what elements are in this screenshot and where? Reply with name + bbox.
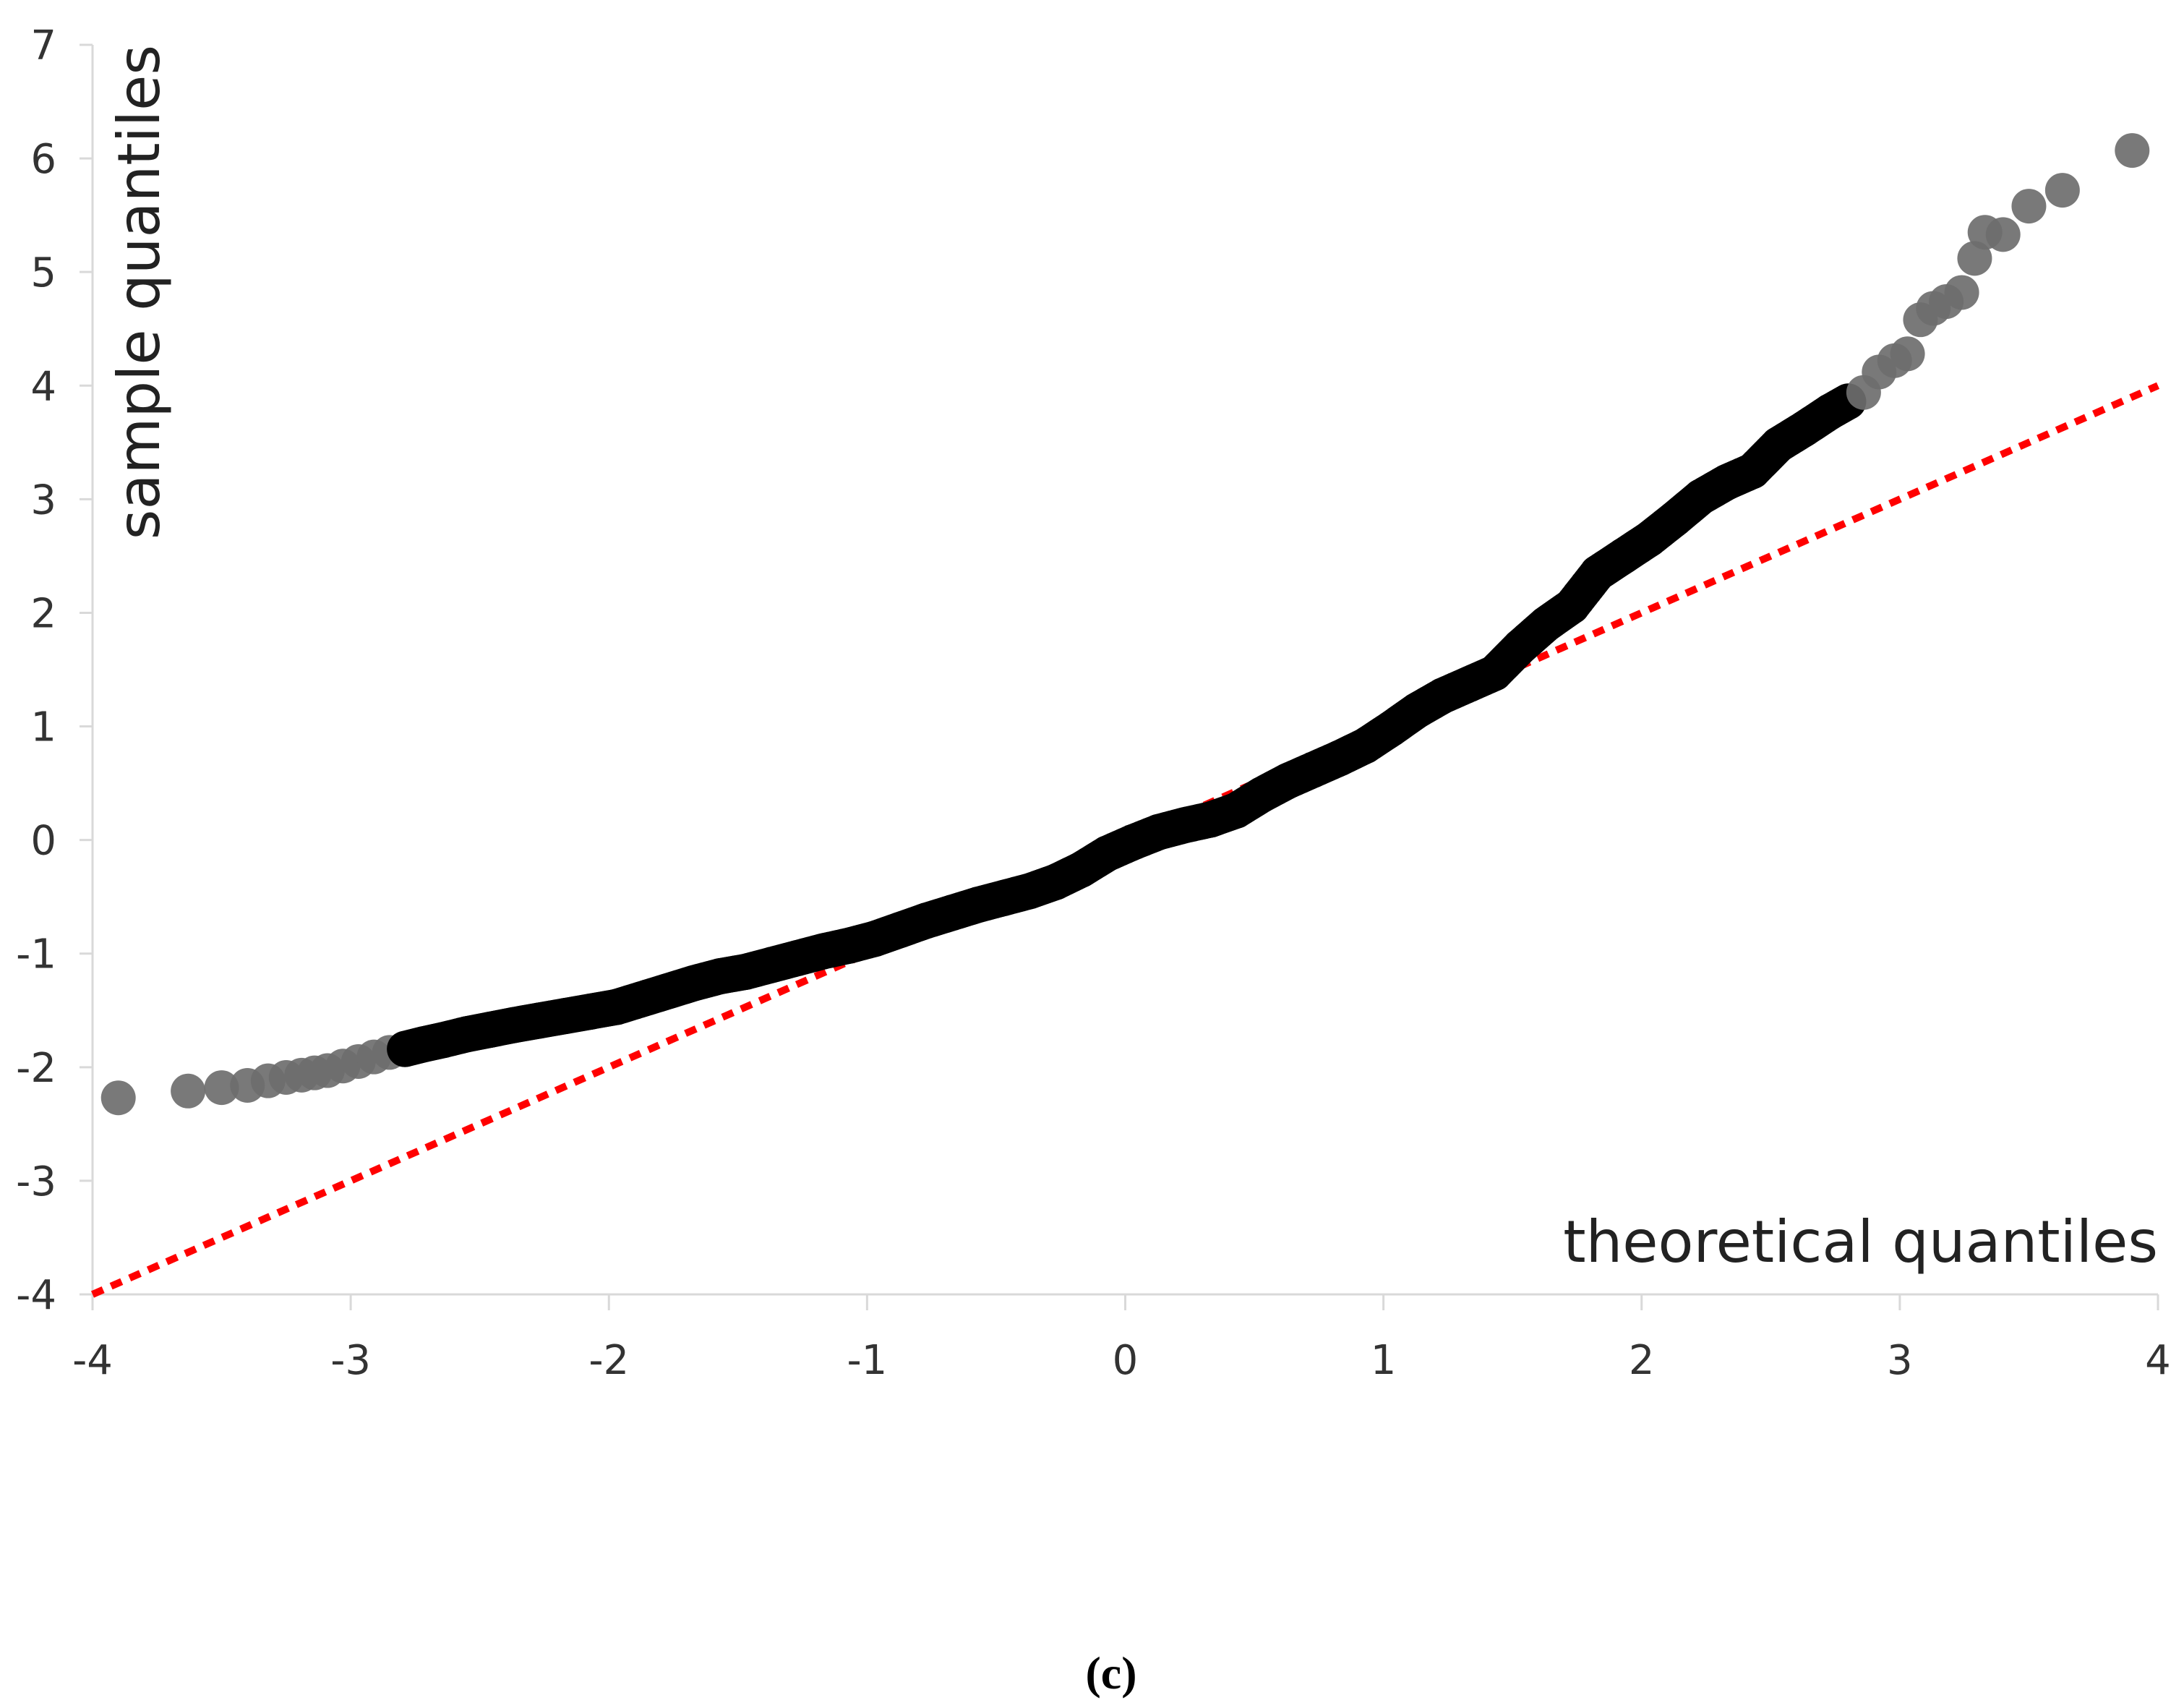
data-points <box>100 133 2150 1116</box>
data-point <box>204 1070 239 1106</box>
y-tick-label: 4 <box>30 363 56 410</box>
data-point <box>2115 133 2150 168</box>
data-point <box>1528 606 1564 643</box>
y-tick-label: -1 <box>16 931 56 978</box>
y-tick-label: -4 <box>16 1272 56 1319</box>
y-axis-label: sample quantiles <box>106 45 173 539</box>
x-axis-label: theoretical quantiles <box>1563 1208 2158 1276</box>
x-tick-label: -3 <box>330 1337 371 1384</box>
y-tick-label: 6 <box>30 136 56 183</box>
data-point <box>1605 537 1642 574</box>
data-point <box>1347 727 1384 764</box>
y-axis-ticks: -4 -3 -2 -1 0 1 2 3 4 5 6 7 <box>16 22 93 1319</box>
data-point <box>1786 410 1823 447</box>
data-point <box>1580 555 1616 592</box>
data-point <box>1554 588 1590 625</box>
data-point <box>1890 336 1925 372</box>
data-point <box>1944 275 1979 310</box>
data-point <box>1957 241 1992 276</box>
y-tick-label: 5 <box>30 249 56 296</box>
y-tick-label: 1 <box>30 704 56 751</box>
data-point <box>1734 453 1771 490</box>
data-point <box>171 1073 206 1109</box>
data-point <box>1063 851 1100 888</box>
figure-caption: (c) <box>1085 1647 1136 1699</box>
x-axis-ticks: -4 -3 -2 -1 0 1 2 3 4 <box>72 1294 2171 1384</box>
x-tick-label: -1 <box>847 1337 887 1384</box>
data-point <box>1657 500 1694 537</box>
y-tick-label: -3 <box>16 1158 56 1205</box>
y-tick-label: 2 <box>30 590 56 637</box>
x-tick-label: 2 <box>1629 1337 1655 1384</box>
data-point-band <box>387 384 1864 1067</box>
data-point <box>1373 710 1410 747</box>
data-point <box>1502 628 1538 665</box>
y-tick-label: 0 <box>30 818 56 865</box>
y-axis: -4 -3 -2 -1 0 1 2 3 4 5 6 7 <box>16 22 94 1319</box>
data-point <box>100 1080 136 1116</box>
x-tick-label: 3 <box>1887 1337 1913 1384</box>
x-tick-label: -4 <box>72 1337 113 1384</box>
x-tick-label: 4 <box>2145 1337 2171 1384</box>
x-tick-label: 1 <box>1371 1337 1397 1384</box>
x-tick-label: 0 <box>1113 1337 1139 1384</box>
data-point <box>2011 189 2047 224</box>
data-point <box>1760 426 1797 463</box>
data-point <box>1476 654 1513 691</box>
x-tick-label: -2 <box>588 1337 629 1384</box>
y-tick-label: 7 <box>30 22 56 69</box>
data-point <box>1218 792 1255 829</box>
data-point <box>2044 173 2080 208</box>
data-point <box>1985 217 2021 252</box>
data-point <box>1631 521 1668 558</box>
y-tick-label: -2 <box>16 1045 56 1092</box>
y-tick-label: 3 <box>30 477 56 524</box>
x-axis: -4 -3 -2 -1 0 1 2 3 4 <box>72 1293 2171 1384</box>
